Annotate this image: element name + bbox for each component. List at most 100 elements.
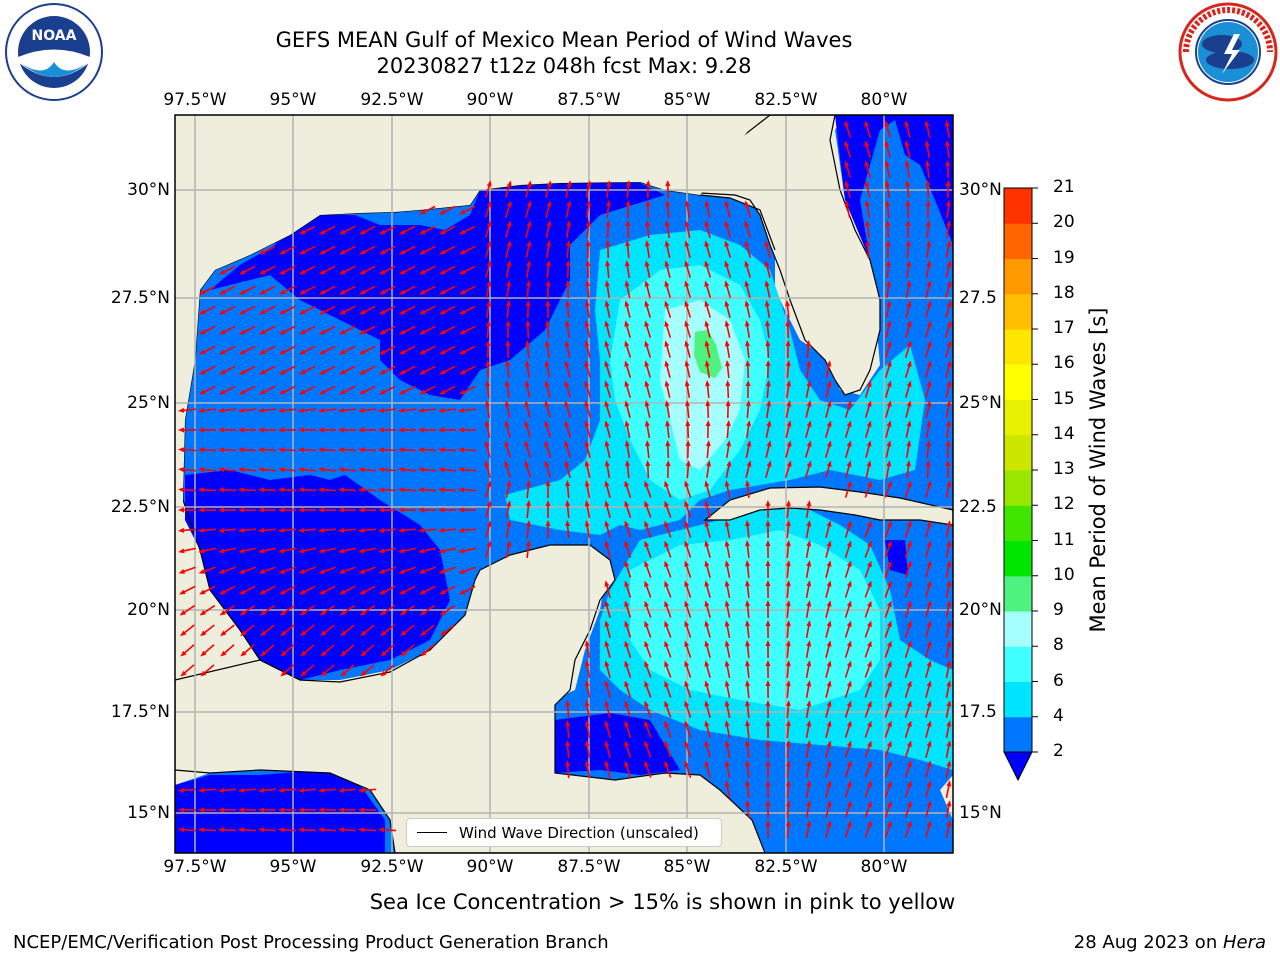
wind-wave-arrowhead	[358, 827, 365, 833]
wind-wave-arrowhead	[785, 620, 791, 627]
map-graticule	[175, 115, 953, 853]
colorbar-segment	[1004, 646, 1032, 682]
wind-wave-arrowhead	[604, 700, 610, 707]
wind-wave-arrowhead	[724, 600, 730, 607]
wind-wave-arrowhead	[644, 300, 650, 307]
wind-wave-arrowhead	[178, 807, 185, 813]
wind-wave-arrowhead	[765, 560, 771, 567]
wind-wave-arrowhead	[664, 380, 670, 387]
wind-wave-arrowhead	[504, 440, 510, 447]
wind-wave-arrowhead	[239, 329, 246, 335]
wind-wave-arrowhead	[459, 369, 466, 375]
wind-wave-arrowhead	[925, 160, 931, 167]
wind-wave-arrowhead	[806, 380, 812, 387]
wind-wave-arrowhead	[785, 300, 791, 307]
wind-wave-arrowhead	[906, 800, 912, 807]
wind-wave-arrowhead	[725, 380, 731, 387]
wind-wave-arrowhead	[378, 447, 385, 453]
wind-wave-arrowhead	[624, 380, 630, 387]
wind-wave-arrowhead	[584, 320, 590, 327]
wind-wave-arrowhead	[887, 560, 892, 568]
wind-wave-arrowhead	[300, 670, 307, 677]
wind-wave-arrowhead	[684, 680, 690, 687]
wind-wave-arrowhead	[238, 527, 245, 533]
wind-wave-arrowhead	[564, 420, 570, 427]
wind-wave-arrowhead	[644, 680, 649, 688]
wind-wave-arrowhead	[485, 340, 491, 347]
wind-wave-arrowhead	[525, 540, 531, 547]
wind-wave-arrowhead	[584, 460, 590, 467]
wind-wave-arrowhead	[725, 420, 731, 427]
wind-wave-arrowhead	[358, 548, 365, 554]
wind-wave-arrowhead	[664, 360, 670, 367]
wind-wave-arrowhead	[867, 820, 872, 828]
wind-wave-arrowhead	[278, 487, 285, 493]
wind-wave-arrowhead	[180, 630, 187, 637]
wind-wave-arrowhead	[704, 340, 710, 347]
wind-wave-arrowhead	[420, 630, 427, 637]
wind-wave-arrowhead	[906, 540, 912, 547]
wind-wave-arrowhead	[278, 807, 285, 813]
wind-wave-arrowhead	[704, 600, 710, 607]
wind-wave-arrowhead	[585, 240, 591, 247]
wind-wave-arrowhead	[765, 500, 771, 507]
wind-wave-arrowhead	[887, 480, 892, 488]
wind-wave-arrowhead	[339, 249, 346, 255]
wind-wave-arrowhead	[724, 620, 730, 627]
colorbar-tick-label: 12	[1053, 494, 1075, 515]
wind-wave-arrowhead	[785, 720, 791, 727]
wind-wave-arrowhead	[604, 640, 610, 647]
wind-wave-arrowhead	[258, 487, 265, 493]
wind-wave-arrowhead	[419, 389, 426, 395]
wind-wave-arrowhead	[846, 460, 852, 467]
wind-wave-arrowhead	[924, 120, 930, 127]
wind-wave-arrowhead	[704, 760, 710, 767]
wind-wave-arrowhead	[439, 589, 446, 595]
wind-wave-arrowhead	[765, 600, 771, 607]
lat-label: 15°N	[959, 803, 1002, 823]
wind-wave-arrowhead	[664, 640, 669, 648]
lon-label: 82.5°W	[754, 90, 818, 110]
lat-label: 22.5°N	[110, 497, 170, 517]
wind-wave-arrowhead	[278, 447, 285, 453]
wind-wave-arrowhead	[298, 467, 305, 473]
wind-wave-arrowhead	[945, 140, 951, 147]
wind-wave-arrowhead	[544, 380, 550, 387]
wind-wave-arrowhead	[338, 568, 346, 574]
wind-wave-arrowhead	[419, 309, 426, 315]
wind-wave-arrowhead	[238, 807, 245, 813]
wind-wave-arrowhead	[218, 527, 225, 533]
wind-wave-arrowhead	[544, 460, 550, 467]
colorbar-tick-label: 20	[1053, 212, 1075, 233]
wind-wave-arrowhead	[624, 760, 630, 767]
wind-wave-arrowhead	[339, 229, 346, 235]
wind-wave-arrowhead	[565, 300, 571, 307]
wind-wave-arrowhead	[724, 740, 730, 747]
wind-wave-arrowhead	[867, 480, 872, 488]
wind-wave-arrowhead	[745, 660, 751, 667]
wind-wave-arrowhead	[665, 460, 671, 467]
wind-wave-arrowhead	[846, 480, 852, 487]
wind-wave-arrowhead	[459, 589, 466, 595]
wind-wave-arrowhead	[584, 500, 590, 507]
wind-wave-arrowhead	[785, 660, 791, 667]
wind-wave-arrowhead	[625, 240, 631, 247]
wind-wave-arrowhead	[584, 720, 590, 727]
wind-wave-arrowhead	[319, 349, 326, 355]
wind-wave-arrowhead	[724, 760, 730, 767]
wind-wave-arrowhead	[765, 780, 771, 787]
wind-wave-arrowhead	[486, 480, 492, 487]
wind-wave-arrowhead	[864, 200, 870, 207]
wind-wave-arrowhead	[926, 280, 932, 287]
wind-wave-arrowhead	[178, 427, 185, 433]
wind-wave-arrowhead	[439, 309, 446, 315]
wind-wave-arrowhead	[826, 780, 832, 787]
wind-wave-arrowhead	[399, 269, 406, 275]
wind-wave-arrowhead	[258, 827, 265, 833]
wind-wave-arrowhead	[459, 269, 466, 275]
wind-wave-arrowhead	[605, 240, 611, 247]
wind-wave-arrowhead	[745, 780, 751, 787]
wind-wave-arrowhead	[826, 740, 832, 747]
wind-wave-arrowhead	[624, 360, 630, 367]
lat-label: 25°N	[959, 393, 1002, 413]
